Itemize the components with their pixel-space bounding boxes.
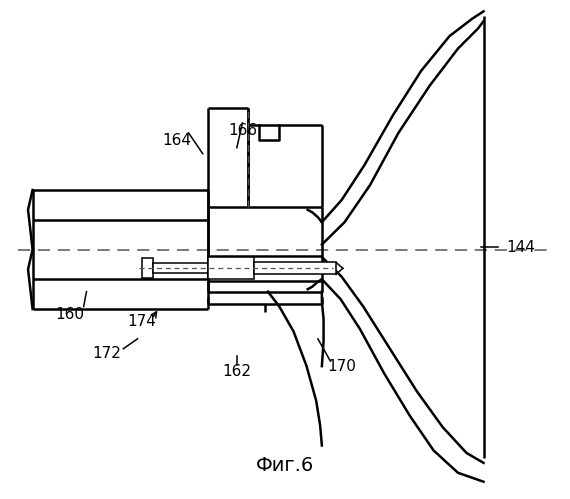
Text: 164: 164 bbox=[162, 133, 192, 148]
Text: 160: 160 bbox=[55, 306, 84, 321]
Text: 166: 166 bbox=[228, 123, 257, 138]
Text: 172: 172 bbox=[92, 346, 121, 361]
Text: 170: 170 bbox=[327, 359, 356, 374]
Text: 174: 174 bbox=[128, 314, 157, 329]
Bar bbox=[254, 262, 336, 274]
Text: 162: 162 bbox=[222, 364, 251, 379]
Bar bbox=[153, 263, 209, 273]
Bar bbox=[142, 258, 153, 278]
Text: Фиг.6: Фиг.6 bbox=[256, 456, 314, 475]
Bar bbox=[209, 257, 254, 279]
Text: 144: 144 bbox=[506, 240, 535, 254]
